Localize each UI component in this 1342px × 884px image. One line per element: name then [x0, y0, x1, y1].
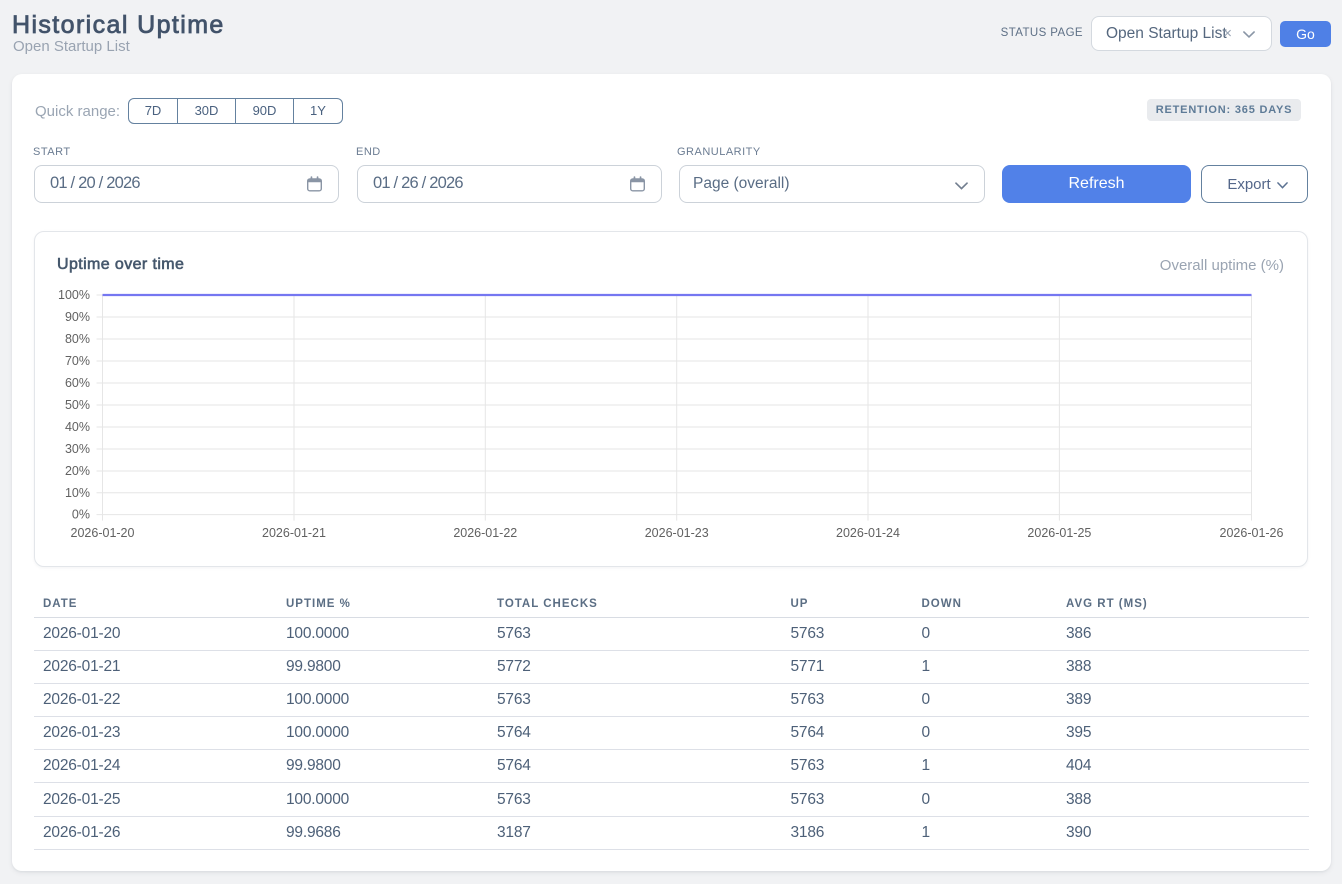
svg-text:2026-01-25: 2026-01-25: [1027, 526, 1091, 540]
svg-text:20%: 20%: [65, 464, 90, 478]
svg-text:30%: 30%: [65, 442, 90, 456]
svg-text:60%: 60%: [65, 376, 90, 390]
svg-text:90%: 90%: [65, 310, 90, 324]
svg-text:2026-01-26: 2026-01-26: [1220, 526, 1284, 540]
svg-text:0%: 0%: [72, 508, 90, 522]
svg-text:70%: 70%: [65, 354, 90, 368]
svg-text:2026-01-23: 2026-01-23: [645, 526, 709, 540]
svg-text:40%: 40%: [65, 420, 90, 434]
svg-text:50%: 50%: [65, 398, 90, 412]
svg-text:2026-01-20: 2026-01-20: [71, 526, 135, 540]
svg-text:10%: 10%: [65, 486, 90, 500]
svg-text:2026-01-24: 2026-01-24: [836, 526, 900, 540]
svg-text:2026-01-22: 2026-01-22: [453, 526, 517, 540]
svg-text:2026-01-21: 2026-01-21: [262, 526, 326, 540]
svg-text:100%: 100%: [58, 288, 90, 302]
svg-text:80%: 80%: [65, 332, 90, 346]
